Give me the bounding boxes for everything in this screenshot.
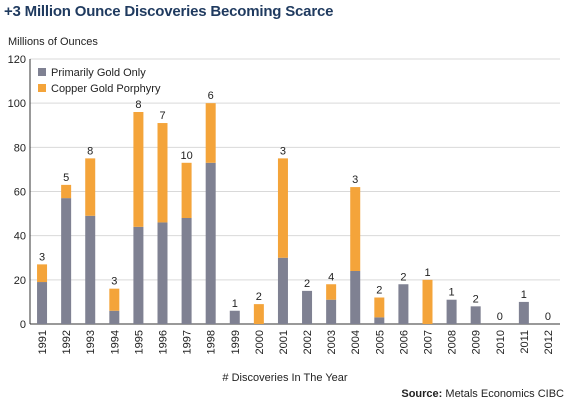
bar-gold-only bbox=[326, 299, 337, 324]
bar-copper-gold bbox=[350, 187, 361, 271]
discovery-count-label: 3 bbox=[280, 145, 286, 157]
discovery-count-label: 2 bbox=[376, 285, 382, 297]
bar-gold-only bbox=[374, 317, 385, 324]
bar-gold-only bbox=[133, 226, 144, 324]
bar-gold-only bbox=[85, 215, 96, 324]
x-tick-label: 2000 bbox=[254, 330, 266, 354]
bar-gold-only bbox=[277, 257, 288, 324]
bar-copper-gold bbox=[61, 184, 72, 199]
y-tick-label: 0 bbox=[20, 319, 26, 331]
bar-copper-gold bbox=[85, 158, 96, 216]
x-tick-label: 1994 bbox=[109, 330, 121, 354]
x-tick-label: 2008 bbox=[447, 330, 459, 354]
bar-copper-gold bbox=[133, 112, 144, 227]
discovery-count-label: 10 bbox=[180, 150, 192, 162]
bar-gold-only bbox=[470, 306, 481, 324]
x-tick-label: 2011 bbox=[519, 330, 531, 354]
discovery-count-label: 1 bbox=[424, 267, 430, 279]
bar-gold-only bbox=[518, 301, 529, 324]
bar-gold-only bbox=[157, 222, 168, 324]
x-tick-label: 1995 bbox=[133, 330, 145, 354]
x-tick-label: 2007 bbox=[423, 330, 435, 354]
bar-copper-gold bbox=[326, 284, 337, 300]
discovery-count-label: 1 bbox=[232, 298, 238, 310]
discovery-count-label: 8 bbox=[87, 145, 93, 157]
bar-gold-only bbox=[109, 310, 120, 324]
bar-gold-only bbox=[61, 198, 72, 324]
legend-label: Primarily Gold Only bbox=[51, 67, 146, 79]
x-tick-label: 1999 bbox=[230, 330, 242, 354]
y-tick-label: 60 bbox=[14, 187, 26, 199]
bar-copper-gold bbox=[422, 279, 433, 324]
discovery-count-label: 0 bbox=[497, 311, 503, 323]
x-tick-label: 2002 bbox=[302, 330, 314, 354]
bar-copper-gold bbox=[277, 158, 288, 258]
x-tick-label: 2010 bbox=[495, 330, 507, 354]
discovery-count-label: 6 bbox=[208, 90, 214, 102]
discovery-count-label: 1 bbox=[521, 289, 527, 301]
legend-label: Copper Gold Porphyry bbox=[51, 83, 161, 95]
x-tick-label: 2009 bbox=[471, 330, 483, 354]
discovery-count-label: 7 bbox=[159, 110, 165, 122]
legend-swatch bbox=[38, 84, 46, 92]
bar-gold-only bbox=[302, 290, 313, 324]
x-tick-label: 2006 bbox=[398, 330, 410, 354]
bar-copper-gold bbox=[253, 304, 264, 324]
bar-copper-gold bbox=[157, 123, 168, 223]
x-tick-label: 1998 bbox=[206, 330, 218, 354]
bar-copper-gold bbox=[374, 297, 385, 318]
x-tick-label: 2005 bbox=[374, 330, 386, 354]
x-tick-label: 2003 bbox=[326, 330, 338, 354]
y-tick-label: 40 bbox=[14, 231, 26, 243]
y-tick-label: 100 bbox=[8, 98, 26, 110]
bar-copper-gold bbox=[109, 288, 120, 311]
x-tick-label: 1993 bbox=[85, 330, 97, 354]
discovery-count-label: 2 bbox=[473, 293, 479, 305]
discovery-count-label: 2 bbox=[304, 278, 310, 290]
discovery-count-label: 8 bbox=[135, 99, 141, 111]
x-tick-label: 1992 bbox=[61, 330, 73, 354]
discovery-count-label: 4 bbox=[328, 271, 334, 283]
discovery-count-label: 2 bbox=[256, 291, 262, 303]
chart-title: +3 Million Ounce Discoveries Becoming Sc… bbox=[4, 3, 334, 20]
bar-gold-only bbox=[181, 218, 192, 324]
legend-swatch bbox=[38, 68, 46, 76]
y-tick-label: 120 bbox=[8, 54, 26, 66]
y-tick-label: 20 bbox=[14, 275, 26, 287]
bar-gold-only bbox=[205, 162, 216, 324]
bar-gold-only bbox=[37, 282, 48, 324]
x-tick-label: 2012 bbox=[543, 330, 555, 354]
y-axis-label: Millions of Ounces bbox=[8, 36, 98, 48]
x-tick-label: 2004 bbox=[350, 330, 362, 354]
bar-copper-gold bbox=[205, 103, 216, 163]
x-tick-label: 2001 bbox=[278, 330, 290, 354]
source-note: Source: Metals Economics CIBC bbox=[401, 388, 564, 400]
x-tick-label: 1996 bbox=[158, 330, 170, 354]
discovery-count-label: 1 bbox=[449, 287, 455, 299]
source-text: Metals Economics CIBC bbox=[445, 388, 564, 400]
discovery-count-label: 2 bbox=[400, 271, 406, 283]
bar-copper-gold bbox=[181, 162, 192, 218]
x-axis-label: # Discoveries In The Year bbox=[222, 372, 348, 384]
x-tick-label: 1997 bbox=[182, 330, 194, 354]
y-tick-label: 80 bbox=[14, 142, 26, 154]
x-tick-label: 1991 bbox=[37, 330, 49, 354]
bar-copper-gold bbox=[37, 264, 48, 283]
bar-gold-only bbox=[446, 299, 457, 324]
source-label: Source: bbox=[401, 388, 443, 400]
discovery-count-label: 3 bbox=[39, 251, 45, 263]
discovery-count-label: 3 bbox=[352, 174, 358, 186]
bar-gold-only bbox=[229, 310, 240, 324]
discovery-count-label: 3 bbox=[111, 276, 117, 288]
bar-gold-only bbox=[398, 284, 409, 324]
discovery-count-label: 5 bbox=[63, 172, 69, 184]
bar-gold-only bbox=[350, 271, 361, 324]
discovery-count-label: 0 bbox=[545, 311, 551, 323]
